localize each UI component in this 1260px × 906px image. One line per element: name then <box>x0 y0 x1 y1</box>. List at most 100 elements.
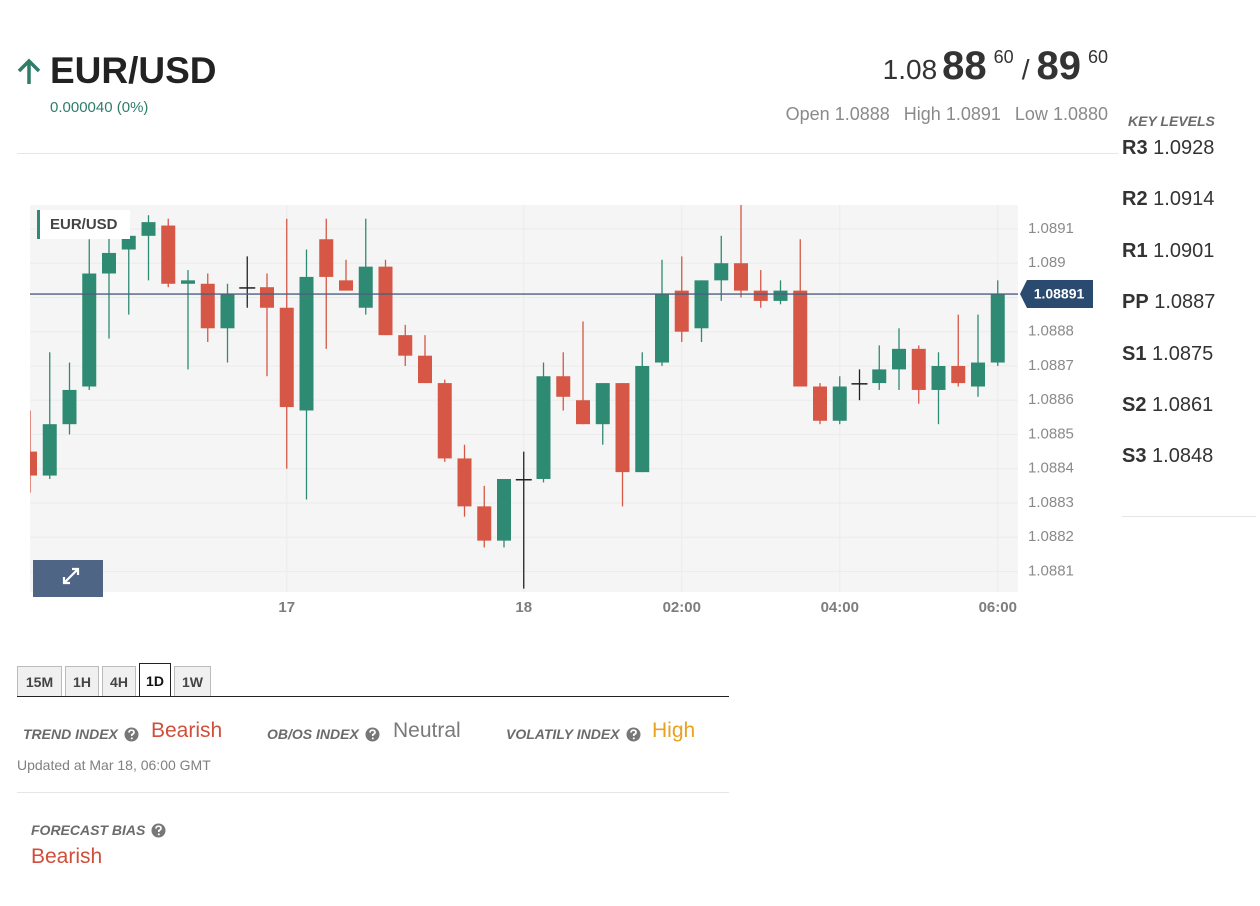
bid-pips: 88 <box>942 44 987 88</box>
candle-body <box>418 355 432 384</box>
level-value: 1.0861 <box>1152 394 1214 416</box>
level-value: 1.0848 <box>1152 445 1214 468</box>
stat-label: Low <box>1014 104 1048 124</box>
index-label: OB/OS INDEX <box>267 726 359 742</box>
candle-body <box>437 383 452 459</box>
candle-body <box>576 400 590 425</box>
candle-body <box>990 294 1005 363</box>
candle-body <box>556 376 571 397</box>
x-tick-label: 18 <box>515 599 532 616</box>
level-value: 1.0875 <box>1152 342 1214 365</box>
candle-body <box>121 235 136 250</box>
divider <box>1122 516 1256 517</box>
legend-label: EUR/USD <box>50 216 118 233</box>
timeframe-tab[interactable]: 1H <box>65 666 99 697</box>
level-name: R3 <box>1122 137 1148 159</box>
candle-body <box>497 478 511 541</box>
candle-body <box>872 369 887 384</box>
candle-body <box>42 424 57 476</box>
y-tick-label: 1.0887 <box>1028 357 1074 374</box>
candle-body <box>931 365 946 390</box>
candle-body <box>851 383 868 385</box>
candle-body <box>635 365 650 473</box>
stat-label: High <box>903 104 941 124</box>
divider <box>17 792 729 793</box>
candle-body <box>773 290 788 301</box>
stat-value: 1.0891 <box>945 104 1001 124</box>
key-level: S1 1.0875 <box>1122 343 1213 366</box>
legend-marker <box>37 210 40 239</box>
index-label: VOLATILY INDEX <box>506 726 620 742</box>
candle-body <box>279 307 294 408</box>
candle-body <box>339 280 353 291</box>
price-tag-label: 1.08891 <box>1034 286 1085 302</box>
up-arrow-icon <box>17 58 41 84</box>
forecast-label: FORECAST BIAS <box>31 822 146 838</box>
level-value: 1.0887 <box>1154 291 1216 314</box>
candle-body <box>615 383 630 473</box>
separator: / <box>1021 54 1030 85</box>
symbol: EUR/USD <box>50 50 217 91</box>
candle-body <box>181 280 195 284</box>
forecast-value: Bearish <box>31 845 103 868</box>
forecast-caption: FORECAST BIAS <box>31 822 166 838</box>
y-tick-label: 1.089 <box>1028 254 1066 271</box>
timeframe-tab[interactable]: 1D <box>139 663 171 697</box>
stat: High 1.0891 <box>904 104 1001 125</box>
updated: Updated at Mar 18, 06:00 GMT <box>17 757 211 773</box>
candle-body <box>655 294 669 363</box>
stat-label: Open <box>785 104 830 124</box>
y-tick-label: 1.0881 <box>1028 562 1074 579</box>
timeframe-tab[interactable]: 4H <box>102 666 136 697</box>
legend-box <box>37 210 130 239</box>
help-icon[interactable] <box>365 727 380 742</box>
ask-fraction: 60 <box>1087 47 1108 67</box>
stat-value: 1.0888 <box>834 104 890 124</box>
candle-body <box>477 506 492 541</box>
candle-body <box>200 283 215 329</box>
key-level: R3 1.0928 <box>1122 137 1214 160</box>
y-tick-label: 1.0891 <box>1028 220 1074 237</box>
x-tick-label: 17 <box>278 599 295 616</box>
candle-body <box>674 290 689 332</box>
candle-body <box>694 280 709 329</box>
ask-pips: 89 <box>1036 44 1081 88</box>
candle-body <box>515 478 532 481</box>
y-tick-label: 1.0885 <box>1028 425 1074 442</box>
key-level: PP 1.0887 <box>1122 291 1215 314</box>
level-name: S3 <box>1122 445 1147 468</box>
candle-body <box>714 263 729 281</box>
candle-body <box>793 290 808 387</box>
x-tick-label: 02:00 <box>663 599 701 616</box>
candle-body <box>813 386 827 421</box>
timeframe-tab[interactable]: 1W <box>174 666 211 697</box>
stat: Low 1.0880 <box>1015 104 1108 125</box>
index-caption: VOLATILY INDEX <box>506 726 641 742</box>
x-tick-label: 04:00 <box>821 599 859 616</box>
candle-body <box>239 287 256 289</box>
help-icon[interactable] <box>626 727 641 742</box>
candle-body <box>260 287 274 308</box>
candle-body <box>911 348 926 390</box>
candle-body <box>892 348 906 370</box>
x-tick-label: 06:00 <box>979 599 1017 616</box>
index-caption: TREND INDEX <box>23 726 139 742</box>
candle-body <box>753 290 768 301</box>
help-icon[interactable] <box>151 823 166 838</box>
y-tick-label: 1.0886 <box>1028 391 1074 408</box>
candle-body <box>82 273 97 387</box>
level-name: S2 <box>1122 394 1147 416</box>
key-level: S3 1.0848 <box>1122 445 1213 468</box>
help-icon[interactable] <box>124 727 139 742</box>
candle-body <box>595 383 610 425</box>
quote: 1.08 88 60 / 89 60 <box>883 44 1108 89</box>
y-tick-label: 1.0888 <box>1028 323 1074 340</box>
index-value: High <box>652 719 696 742</box>
expand-button[interactable] <box>33 560 103 597</box>
timeframe-tab[interactable]: 15M <box>17 666 62 697</box>
candle-body <box>536 376 551 479</box>
candle-body <box>971 362 985 387</box>
bid-fraction: 60 <box>993 47 1014 67</box>
candle-body <box>30 451 37 476</box>
